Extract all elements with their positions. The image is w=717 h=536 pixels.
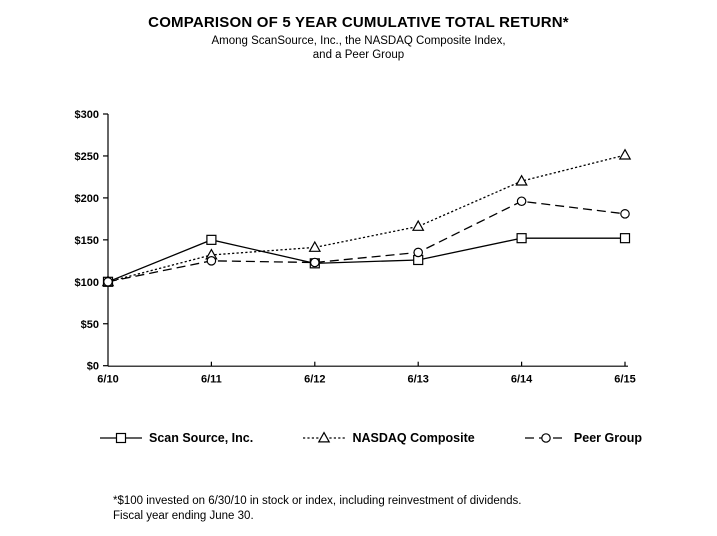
chart-legend: Scan Source, Inc. NASDAQ Composite Peer …: [100, 431, 642, 445]
chart-title: COMPARISON OF 5 YEAR CUMULATIVE TOTAL RE…: [148, 14, 569, 31]
svg-text:6/14: 6/14: [511, 374, 533, 386]
chart-footnote: *$100 invested on 6/30/10 in stock or in…: [113, 494, 522, 524]
legend-item-scansource: Scan Source, Inc.: [100, 431, 253, 445]
legend-label-scansource: Scan Source, Inc.: [149, 431, 254, 445]
footnote-line1: *$100 invested on 6/30/10 in stock or in…: [113, 495, 522, 507]
chart-subtitle-line2: and a Peer Group: [312, 49, 405, 61]
peer-group-dashed-line-circle-marker-icon: [524, 433, 567, 443]
svg-text:$100: $100: [75, 277, 99, 289]
svg-text:$150: $150: [75, 235, 99, 247]
svg-text:6/11: 6/11: [201, 374, 222, 386]
nasdaq-dotted-line-triangle-marker-icon: [303, 431, 346, 443]
svg-text:$250: $250: [75, 151, 99, 163]
footnote-line2: Fiscal year ending June 30.: [113, 510, 254, 522]
svg-text:6/10: 6/10: [97, 374, 118, 386]
legend-label-peer-group: Peer Group: [573, 431, 642, 445]
svg-text:6/12: 6/12: [304, 374, 325, 386]
svg-text:$300: $300: [75, 109, 99, 121]
legend-item-peer-group: Peer Group: [524, 431, 642, 445]
svg-text:6/15: 6/15: [614, 374, 635, 386]
legend-item-nasdaq: NASDAQ Composite: [303, 431, 475, 445]
svg-text:$200: $200: [75, 193, 99, 205]
svg-text:$0: $0: [87, 361, 99, 373]
scansource-solid-line-square-marker-icon: [100, 432, 142, 444]
svg-text:$50: $50: [81, 319, 99, 331]
svg-text:6/13: 6/13: [407, 374, 428, 386]
chart-subtitle-line1: Among ScanSource, Inc., the NASDAQ Compo…: [211, 35, 506, 47]
legend-label-nasdaq: NASDAQ Composite: [352, 431, 475, 445]
returns-line-chart: $0 $50 $100 $150 $200 $250 $300 6/10 6/11 6/12 6/1…: [75, 109, 636, 386]
